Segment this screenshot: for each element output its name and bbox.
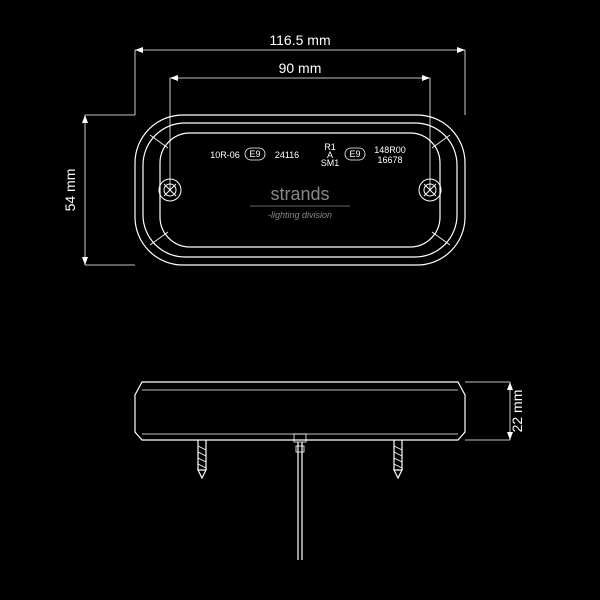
side-screw-right	[394, 440, 402, 478]
overall-width-label: 116.5 mm	[269, 32, 330, 48]
side-view	[135, 382, 465, 560]
front-view: 10R-06 E9 24116 R1 A SM1 E9 148R00 16678…	[135, 115, 465, 265]
dim-inner-width: 90 mm	[170, 60, 430, 190]
side-screw-left	[198, 440, 206, 478]
height-label: 54 mm	[62, 169, 78, 212]
svg-text:E9: E9	[349, 149, 360, 159]
svg-text:16678: 16678	[377, 155, 402, 165]
inner-width-label: 90 mm	[279, 60, 322, 76]
svg-text:148R00: 148R00	[374, 145, 406, 155]
dim-depth: 22 mm	[465, 382, 525, 440]
cable	[296, 442, 304, 560]
svg-text:10R-06: 10R-06	[210, 150, 240, 160]
svg-text:E9: E9	[249, 149, 260, 159]
brand-subtitle: -lighting division	[268, 210, 332, 220]
technical-drawing: 116.5 mm 90 mm 54 mm	[0, 0, 600, 600]
brand-name: strands	[270, 184, 329, 204]
svg-text:SM1: SM1	[321, 158, 340, 168]
depth-label: 22 mm	[509, 390, 525, 433]
markings: 10R-06 E9 24116 R1 A SM1 E9 148R00 16678	[210, 142, 406, 168]
svg-text:24116: 24116	[275, 150, 299, 160]
dim-height: 54 mm	[62, 115, 135, 265]
